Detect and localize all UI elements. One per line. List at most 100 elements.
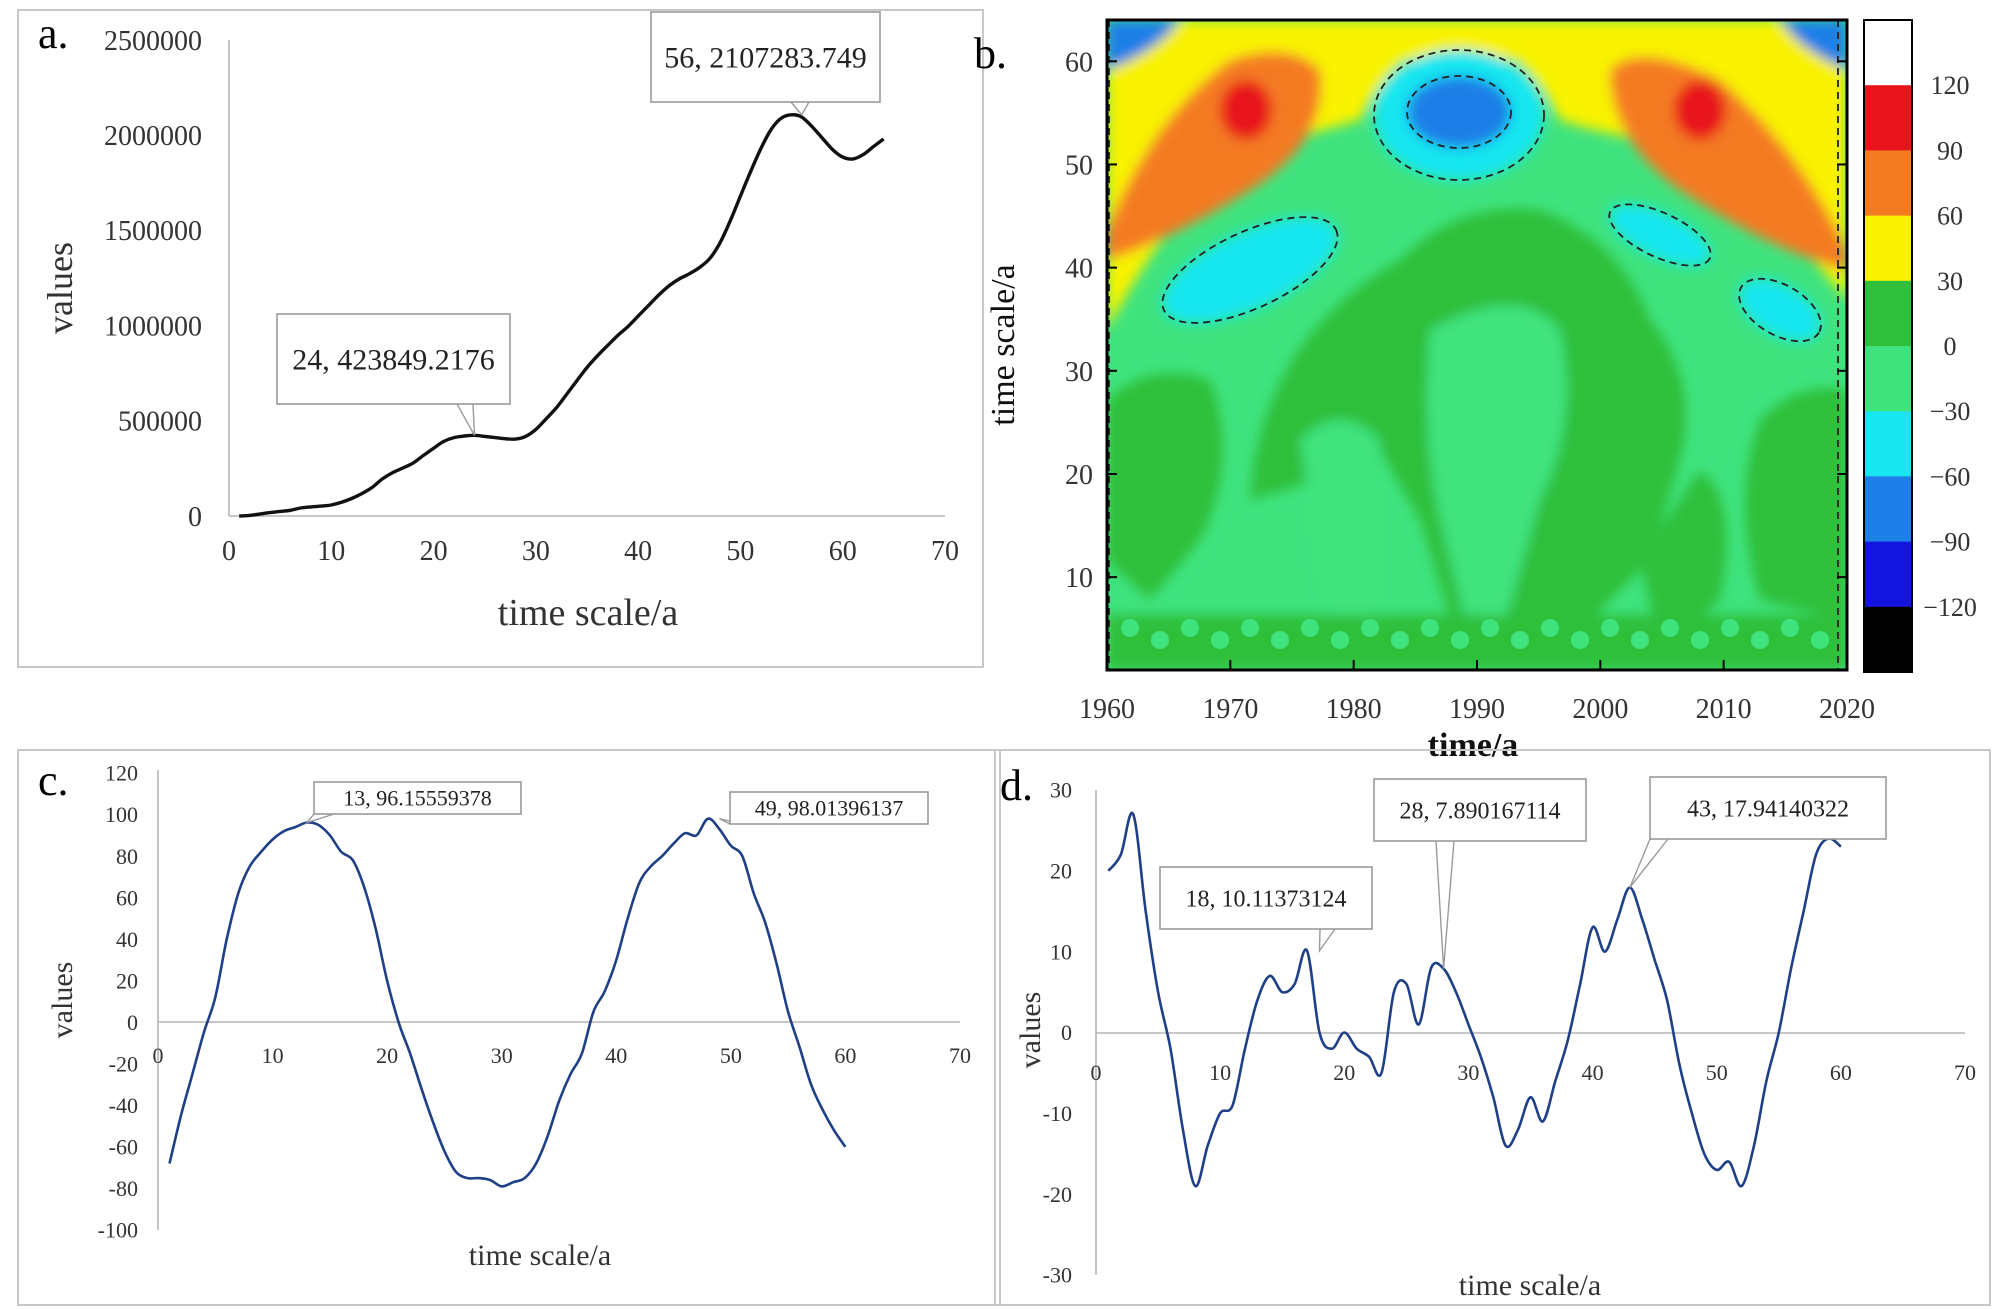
- panel-a-x-tick-label: 60: [829, 536, 857, 567]
- panel-d-x-tick-label: 30: [1457, 1060, 1479, 1085]
- annotation-box: [1159, 866, 1373, 930]
- panel-d-y-tick-label: 20: [1050, 859, 1072, 884]
- panel-d-y-ticks: 30 20 10 0 -10 -20 -30: [1043, 778, 1072, 1288]
- panel-a-y-tick-label: 500000: [118, 407, 202, 438]
- contour-field: [1107, 20, 1847, 670]
- panel-a-series-line: [239, 113, 885, 518]
- panel-c-y-tick-label: 60: [116, 885, 138, 910]
- panel-c-y-tick-label: 80: [116, 844, 138, 869]
- panel-a-x-tick-label: 10: [317, 536, 345, 567]
- panel-d-x-tick-label: 10: [1209, 1060, 1231, 1085]
- panel-c-y-tick-label: 40: [116, 927, 138, 952]
- annotation-label: 28, 7.890167114: [1399, 798, 1560, 824]
- panel-a-x-tick-label: 30: [522, 536, 550, 567]
- annotation-label: 49, 98.01396137: [755, 796, 904, 821]
- panel-a-label: a.: [38, 9, 69, 58]
- annotation-box: [276, 313, 511, 405]
- annotation-box: [650, 11, 881, 103]
- panel-b-x-tick-label: 1960: [1079, 694, 1135, 725]
- panel-b-y-tick-label: 20: [1065, 460, 1093, 491]
- colorbar-swatch: [1864, 476, 1912, 543]
- panel-c-y-tick-label: 20: [116, 968, 138, 993]
- panel-d-y-label: values: [1014, 992, 1047, 1069]
- annotation-box: [729, 791, 929, 825]
- colorbar-level-label: 30: [1937, 267, 1963, 296]
- panel-a-x-tick-label: 20: [420, 536, 448, 567]
- colorbar-swatch: [1864, 280, 1912, 347]
- colorbar-swatch: [1864, 150, 1912, 217]
- annotation-box: [1649, 776, 1887, 840]
- panel-d-x-tick-label: 70: [1954, 1060, 1976, 1085]
- panel-d-annotations: 18, 10.11373124 28, 7.890167114 43, 17.941…: [1159, 776, 1887, 969]
- panel-b-x-tick-label: 2000: [1572, 694, 1628, 725]
- annotation-leader: [1629, 838, 1669, 888]
- colorbar-level-label: −60: [1930, 462, 1971, 491]
- colorbar-swatch: [1864, 85, 1912, 151]
- panel-c-y-tick-label: -60: [109, 1135, 138, 1160]
- panel-c-x-tick-label: 30: [491, 1043, 513, 1068]
- panel-d-y-tick-label: -30: [1043, 1263, 1072, 1288]
- panel-c-series-line: [168, 817, 847, 1188]
- panel-b-y-tick-label: 50: [1065, 150, 1093, 181]
- colorbar-level-label: −120: [1923, 593, 1977, 622]
- panel-d-x-label: time scale/a: [1459, 1269, 1601, 1302]
- annotation-box: [313, 781, 522, 815]
- panel-d-x-ticks: 0 10 20 30 40 50 60 70: [1091, 1060, 1977, 1085]
- panel-c-x-label: time scale/a: [469, 1239, 611, 1272]
- annotation-leader: [790, 101, 810, 116]
- panel-b-x-tick-label: 1980: [1326, 694, 1382, 725]
- panel-b: b.: [974, 18, 1977, 764]
- annotation-box: [1373, 778, 1587, 842]
- panel-a-y-tick-label: 2000000: [104, 121, 202, 152]
- panel-d-y-tick-label: -10: [1043, 1101, 1072, 1126]
- panel-c-x-tick-label: 50: [720, 1043, 742, 1068]
- panel-a-x-tick-label: 50: [726, 536, 754, 567]
- panel-a: a. 0 500000 1000000 1500000 2000000 2500000 0…: [17, 9, 984, 668]
- panel-d-x-tick-label: 20: [1333, 1060, 1355, 1085]
- panel-c-y-tick-label: -40: [109, 1093, 138, 1118]
- panel-d-y-tick-label: 30: [1050, 778, 1072, 803]
- colorbar-swatch: [1864, 215, 1912, 282]
- colorbar-level-label: 120: [1931, 71, 1970, 100]
- panel-d: d. 30 20 10 0 -10 -20 -30 0 10 20 30 40 50 60 70 time…: [994, 749, 1991, 1306]
- colorbar-swatch: [1864, 411, 1912, 477]
- panel-b-y-tick-label: 10: [1065, 563, 1093, 594]
- panel-b-y-label: time scale/a: [985, 264, 1022, 425]
- panel-c-x-tick-label: 40: [605, 1043, 627, 1068]
- panel-d-y-tick-label: -20: [1043, 1182, 1072, 1207]
- panel-b-y-ticks: 10 20 30 40 50 60: [1065, 47, 1847, 594]
- annotation-label: 56, 2107283.749: [664, 42, 867, 75]
- panel-c-x-tick-label: 20: [376, 1043, 398, 1068]
- panel-c: c. 120 100 80 60 40 20 0 -20 -40 -60 -80 -100 0 10 20…: [17, 749, 1001, 1306]
- panel-d-border: [994, 749, 1991, 1306]
- panel-b-x-tick-label: 1970: [1202, 694, 1258, 725]
- panel-b-x-tick-label: 1990: [1449, 694, 1505, 725]
- colorbar-swatch: [1864, 346, 1912, 412]
- panel-a-y-tick-label: 1000000: [104, 311, 202, 342]
- annotation-leader: [456, 403, 476, 436]
- panel-c-x-ticks: 0 10 20 30 40 50 60 70: [153, 1043, 972, 1068]
- panel-d-x-tick-label: 60: [1830, 1060, 1852, 1085]
- panel-d-series-line: [1107, 811, 1842, 1188]
- panel-a-y-ticks: 0 500000 1000000 1500000 2000000 2500000: [104, 26, 202, 533]
- panel-d-y-tick-label: 0: [1061, 1020, 1072, 1045]
- panel-b-colorbar: [1863, 19, 1913, 673]
- panel-c-y-tick-label: -100: [98, 1218, 138, 1243]
- colorbar-level-label: −90: [1930, 528, 1971, 557]
- panel-b-label: b.: [974, 29, 1007, 78]
- panel-c-y-tick-label: -20: [109, 1052, 138, 1077]
- panel-c-y-tick-label: 120: [105, 761, 138, 786]
- panel-a-x-tick-label: 70: [931, 536, 959, 567]
- panel-c-x-tick-label: 0: [153, 1043, 164, 1068]
- annotation-leader: [304, 813, 335, 824]
- colorbar-swatch: [1864, 20, 1912, 86]
- panel-c-x-tick-label: 70: [949, 1043, 971, 1068]
- panel-b-y-tick-label: 30: [1065, 357, 1093, 388]
- panel-b-y-tick-label: 60: [1065, 47, 1093, 78]
- panel-a-x-tick-label: 0: [222, 536, 236, 567]
- panel-d-label: d.: [1000, 761, 1033, 810]
- panel-d-x-tick-label: 50: [1706, 1060, 1728, 1085]
- colorbar-level-label: −30: [1930, 397, 1971, 426]
- panel-a-annotations: 24, 423849.2176 56, 2107283.749: [276, 11, 881, 436]
- panel-d-x-tick-label: 40: [1582, 1060, 1604, 1085]
